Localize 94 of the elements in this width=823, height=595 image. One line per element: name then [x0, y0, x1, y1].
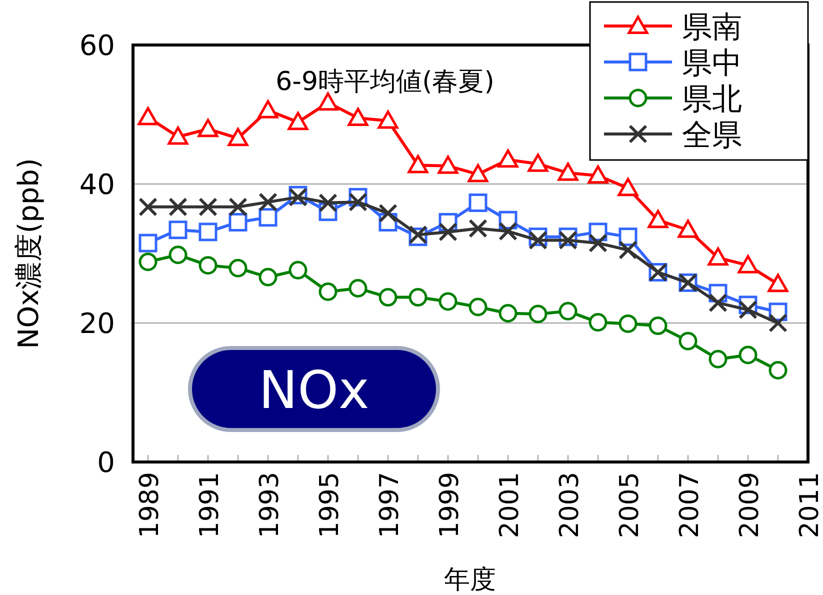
point — [228, 258, 248, 278]
point — [138, 234, 158, 252]
point — [708, 247, 728, 266]
x-tick-label: 1995 — [315, 472, 345, 538]
point — [618, 314, 638, 333]
x-tick-label: 2005 — [615, 472, 645, 538]
x-axis-title: 年度 — [444, 565, 496, 595]
point — [378, 110, 398, 129]
point — [708, 293, 728, 312]
point — [168, 246, 188, 264]
legend-label: 県北 — [682, 82, 742, 117]
x-tick-label: 1991 — [195, 472, 225, 538]
point — [258, 208, 278, 227]
point — [198, 256, 218, 275]
point — [528, 154, 548, 172]
point — [168, 197, 188, 216]
point — [198, 197, 218, 216]
x-tick-label: 2003 — [555, 472, 585, 538]
point — [288, 112, 308, 130]
y-tick-label: 0 — [97, 446, 115, 479]
point — [258, 100, 278, 118]
point — [438, 156, 458, 174]
point — [468, 298, 488, 316]
point — [378, 288, 398, 307]
point — [138, 252, 158, 272]
point — [528, 304, 548, 324]
y-tick-label: 20 — [79, 307, 115, 340]
point — [318, 193, 338, 212]
point — [498, 149, 518, 168]
point — [438, 292, 458, 311]
point — [168, 220, 188, 240]
point — [558, 162, 578, 181]
point — [708, 350, 728, 368]
point — [678, 332, 698, 350]
point — [408, 288, 428, 307]
point — [588, 313, 608, 332]
x-tick-label: 1997 — [375, 472, 405, 538]
annotation: NOx — [188, 346, 440, 432]
point — [258, 268, 278, 286]
point — [468, 164, 488, 182]
x-tick-label: 1993 — [255, 472, 285, 538]
point — [738, 300, 758, 320]
point — [618, 240, 638, 260]
point — [738, 255, 758, 274]
legend-label: 県南 — [682, 10, 742, 45]
point — [288, 260, 308, 280]
point — [768, 361, 788, 380]
x-tick-label: 1989 — [135, 472, 165, 538]
legend-label: 全県 — [682, 118, 742, 153]
point — [168, 126, 188, 145]
point — [318, 282, 338, 301]
point — [498, 222, 518, 241]
y-axis-title: NOx濃度(ppb) — [12, 158, 45, 349]
x-tick-label: 2001 — [495, 472, 525, 538]
point — [648, 316, 668, 336]
point — [228, 212, 248, 232]
point — [468, 218, 488, 238]
point — [258, 192, 278, 212]
point — [648, 210, 668, 228]
point — [348, 108, 368, 126]
x-tick-label: 2009 — [735, 472, 765, 538]
point — [588, 234, 608, 253]
point — [438, 222, 458, 242]
x-tick-label: 1999 — [435, 472, 465, 538]
point — [588, 165, 608, 184]
point — [228, 197, 248, 216]
point — [138, 197, 158, 216]
point — [618, 228, 638, 246]
annotation: NOx — [258, 361, 370, 421]
point — [198, 118, 218, 138]
point — [228, 128, 248, 146]
point — [348, 192, 368, 212]
point — [408, 154, 428, 174]
point — [558, 302, 578, 320]
legend-label: 県中 — [682, 46, 742, 81]
point — [678, 220, 698, 238]
point — [198, 222, 218, 242]
point — [498, 304, 518, 323]
point — [558, 230, 578, 250]
point — [318, 92, 338, 111]
point — [378, 204, 398, 223]
text: 6-9時平均値(春夏) — [276, 67, 494, 97]
point — [768, 274, 788, 292]
point — [348, 279, 368, 298]
x-tick-label: 2011 — [795, 472, 823, 538]
y-tick-label: 60 — [79, 29, 115, 62]
point — [738, 346, 758, 364]
point — [618, 178, 638, 196]
x-tick-label: 2007 — [675, 472, 705, 538]
y-tick-label: 40 — [79, 168, 115, 201]
point — [528, 230, 548, 250]
point — [138, 107, 158, 126]
point — [468, 194, 488, 212]
point — [768, 314, 788, 332]
